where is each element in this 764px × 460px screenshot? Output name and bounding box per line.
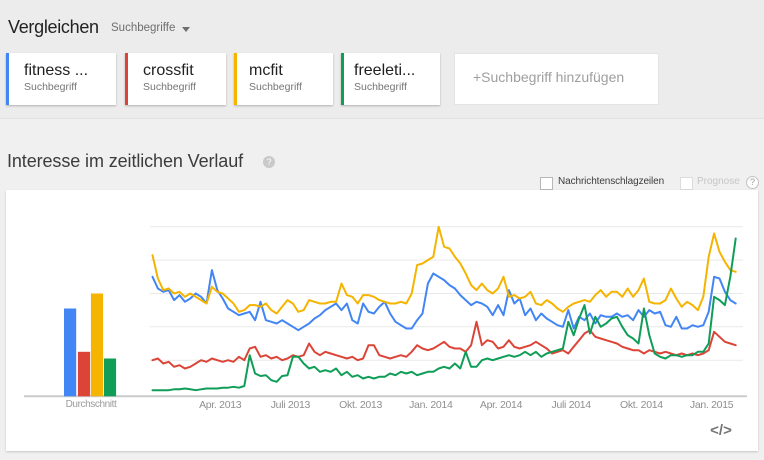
svg-text:Juli 2014: Juli 2014 [552,399,592,411]
svg-text:Durchschnitt: Durchschnitt [66,399,117,410]
svg-text:Apr. 2014: Apr. 2014 [480,399,523,411]
svg-text:Okt. 2014: Okt. 2014 [620,399,663,411]
svg-text:</>: </> [710,422,732,439]
svg-text:Juli 2013: Juli 2013 [271,399,311,411]
svg-text:Okt. 2013: Okt. 2013 [339,399,382,411]
svg-text:Jan. 2015: Jan. 2015 [690,399,734,411]
svg-text:Jan. 2014: Jan. 2014 [409,399,453,411]
svg-text:Apr. 2013: Apr. 2013 [199,399,242,411]
